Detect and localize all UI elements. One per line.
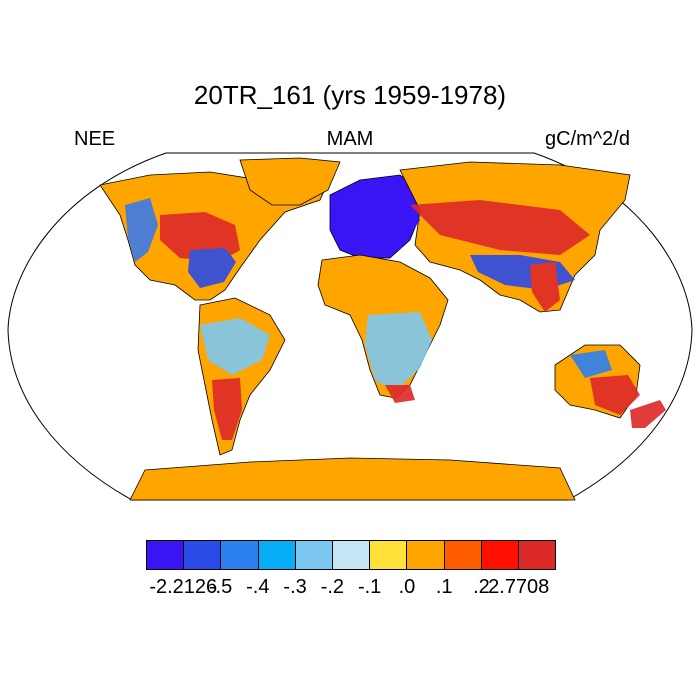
variable-label: NEE [74,128,116,150]
africa-red-patch [385,385,415,403]
colorbar-swatch [332,541,371,569]
colorbar-labels: -2.2126 -.5 -.4 -.3 -.2 -.1 .0 .1 .2 2.7708 [0,576,700,604]
africa-light-blue-patch [365,312,432,392]
north-america-blue-patch [188,248,236,288]
colorbar-tick-label: -.2 [320,576,345,598]
antarctica-region: Antarctica [129,457,576,501]
australia-red-patch [590,375,640,415]
figure-title: 20TR_161 (yrs 1959-1978) [193,80,507,110]
colorbar-tick-label: -.5 [208,576,233,598]
greenland-region: Greenland [239,157,341,206]
australia-blue-patch [570,350,612,378]
colorbar-tick-label: -.4 [246,576,270,598]
colorbar-swatch [481,541,519,569]
colorbar-tick-label: -2.2126 [149,576,218,598]
colorbar-swatch [258,541,296,569]
colorbar-tick-label: 2.7708 [488,576,550,598]
colorbar-swatch [221,541,259,569]
south-asia-red-patch [530,262,560,312]
colorbar-tick-label: .2 [473,576,490,598]
colorbar-tick-label: -.1 [357,576,382,598]
units-label: gC/m^2/d [545,128,630,150]
colorbar [146,540,556,570]
new-zealand-red-patch [630,400,666,428]
colorbar-swatch [147,541,185,569]
season-label: MAM [326,128,374,150]
colorbar-tick-label: .1 [435,576,453,598]
asia-red-patch [410,200,590,255]
south-america-light-blue-patch [200,318,270,375]
europe-blue-patch [330,188,420,252]
colorbar-swatch [444,541,482,569]
colorbar-tick-label: -.3 [283,576,307,598]
colorbar-swatch [295,541,333,569]
colorbar-swatch [184,541,222,569]
colorbar-tick-label: .0 [398,576,416,598]
colorbar-swatch [407,541,445,569]
western-north-america-blue-patch [125,198,158,262]
colorbar-swatch [370,541,408,569]
colorbar-swatch [518,541,556,569]
south-america-red-patch [212,378,242,440]
